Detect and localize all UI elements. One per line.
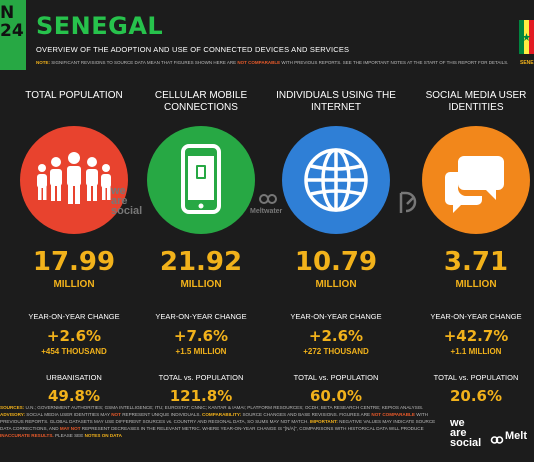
meltwater-footer-icon — [490, 432, 504, 450]
corner-tab — [0, 0, 26, 70]
extra-value: 20.6% — [449, 387, 503, 405]
note-highlight: NOT COMPARABLE — [237, 60, 281, 65]
chat-bubbles-icon — [422, 126, 530, 234]
stat-value: 17.99 — [32, 247, 116, 277]
sources-label: SOURCES: — [0, 405, 25, 410]
yoy-percent: +7.6% — [173, 327, 229, 345]
we-are-social-logo: we are social — [450, 417, 482, 449]
extra-value: 49.8% — [47, 387, 101, 405]
note-text-2: WITH PREVIOUS REPORTS. SEE THE IMPORTANT… — [281, 60, 509, 65]
revision-note: NOTE: SIGNIFICANT REVISIONS TO SOURCE DA… — [36, 60, 508, 65]
extra-value: 121.8% — [169, 387, 233, 405]
yoy-percent: +42.7% — [443, 327, 509, 345]
yoy-label: YEAR-ON-YEAR CHANGE — [28, 312, 120, 321]
stat-heading: SOCIAL MEDIA USER IDENTITIES — [425, 90, 527, 113]
extra-label: TOTAL vs. POPULATION — [433, 373, 519, 382]
extra-value: 60.0% — [309, 387, 363, 405]
people-icon — [20, 126, 128, 234]
stat-unit: MILLION — [53, 279, 95, 290]
senegal-flag-icon — [519, 20, 534, 54]
note-label: NOTE: — [36, 60, 50, 65]
page-title: SENEGAL — [36, 12, 164, 40]
notes-on-data-link[interactable]: NOTES ON DATA — [84, 433, 122, 438]
stat-value: 3.71 — [443, 247, 509, 277]
important-not: MAY NOT — [59, 426, 81, 431]
we-are-social-watermark: we are social — [111, 185, 143, 217]
yoy-absolute: +454 THOUSAND — [41, 347, 107, 356]
yoy-percent: +2.6% — [308, 327, 364, 345]
extra-label: TOTAL vs. POPULATION — [293, 373, 379, 382]
stat-column-internet: INDIVIDUALS USING THE INTERNET 10.79 MIL… — [271, 90, 401, 405]
page-subtitle: OVERVIEW OF THE ADOPTION AND USE OF CONN… — [36, 45, 350, 54]
yoy-absolute: +1.1 MILLION — [450, 347, 502, 356]
globe-icon — [282, 126, 390, 234]
meltwater-logo-icon — [258, 192, 278, 211]
footer-sources: SOURCES: U.N.; GOVERNMENT AUTHORITIES; G… — [0, 404, 438, 439]
comparability-text: SOURCE CHANGES AND BASE REVISIONS. FIGUR… — [242, 412, 371, 417]
advisory-label: ADVISORY: — [0, 412, 26, 417]
sources-text: U.N.; GOVERNMENT AUTHORITIES; GSMA INTEL… — [25, 405, 424, 410]
extra-label: URBANISATION — [46, 373, 102, 382]
inaccurate-results: INACCURATE RESULTS. — [0, 433, 54, 438]
extra-label: TOTAL vs. POPULATION — [158, 373, 244, 382]
stat-column-mobile: CELLULAR MOBILE CONNECTIONS 21.92 MILLIO… — [136, 90, 266, 405]
stat-value: 21.92 — [159, 247, 243, 277]
advisory-text-2: REPRESENT UNIQUE INDIVIDUALS. — [122, 412, 201, 417]
please-see: PLEASE SEE — [54, 433, 84, 438]
stat-column-population: TOTAL POPULATION 17.99 MILLION YEAR-ON-Y… — [9, 90, 139, 405]
stat-unit: MILLION — [315, 279, 357, 290]
yoy-percent: +2.6% — [46, 327, 102, 345]
stat-column-social: SOCIAL MEDIA USER IDENTITIES 3.71 MILLIO… — [411, 90, 534, 405]
stat-unit: MILLION — [180, 279, 222, 290]
yoy-label: YEAR-ON-YEAR CHANGE — [290, 312, 382, 321]
important-text: NEGATIVE VALUES MAY INDICATE SOURCE DATA… — [0, 419, 436, 431]
yoy-label: YEAR-ON-YEAR CHANGE — [155, 312, 247, 321]
mobile-phone-icon — [147, 126, 255, 234]
stat-heading: INDIVIDUALS USING THE INTERNET — [276, 90, 396, 113]
important-label: IMPORTANT: — [309, 419, 338, 424]
comparability-label: COMPARABILITY: — [202, 412, 242, 417]
yoy-label: YEAR-ON-YEAR CHANGE — [430, 312, 522, 321]
datareportal-logo-icon — [398, 190, 418, 221]
meltwater-logo: Melt — [505, 430, 527, 442]
stat-unit: MILLION — [455, 279, 497, 290]
meltwater-watermark: Meltwater — [250, 208, 283, 215]
note-text-1: SIGNIFICANT REVISIONS TO SOURCE DATA MEA… — [51, 60, 237, 65]
advisory-text: SOCIAL MEDIA USER IDENTITIES MAY — [26, 412, 110, 417]
important-text-2: REPRESENT DECREASES IN THE RELEVANT METR… — [81, 426, 424, 431]
yoy-absolute: +272 THOUSAND — [303, 347, 369, 356]
yoy-absolute: +1.5 MILLION — [175, 347, 227, 356]
comparability-not: NOT COMPARABLE — [371, 412, 415, 417]
advisory-not: NOT — [111, 412, 121, 417]
stat-heading: CELLULAR MOBILE CONNECTIONS — [154, 90, 248, 113]
flag-label: SENE — [520, 60, 534, 66]
stat-heading: TOTAL POPULATION — [25, 90, 123, 101]
comparability-text-2: WITH PREVIOUS REPORTS. GLOBAL DATASETS M… — [0, 412, 428, 424]
stat-value: 10.79 — [294, 247, 378, 277]
corner-text: N 24 — [0, 3, 24, 41]
